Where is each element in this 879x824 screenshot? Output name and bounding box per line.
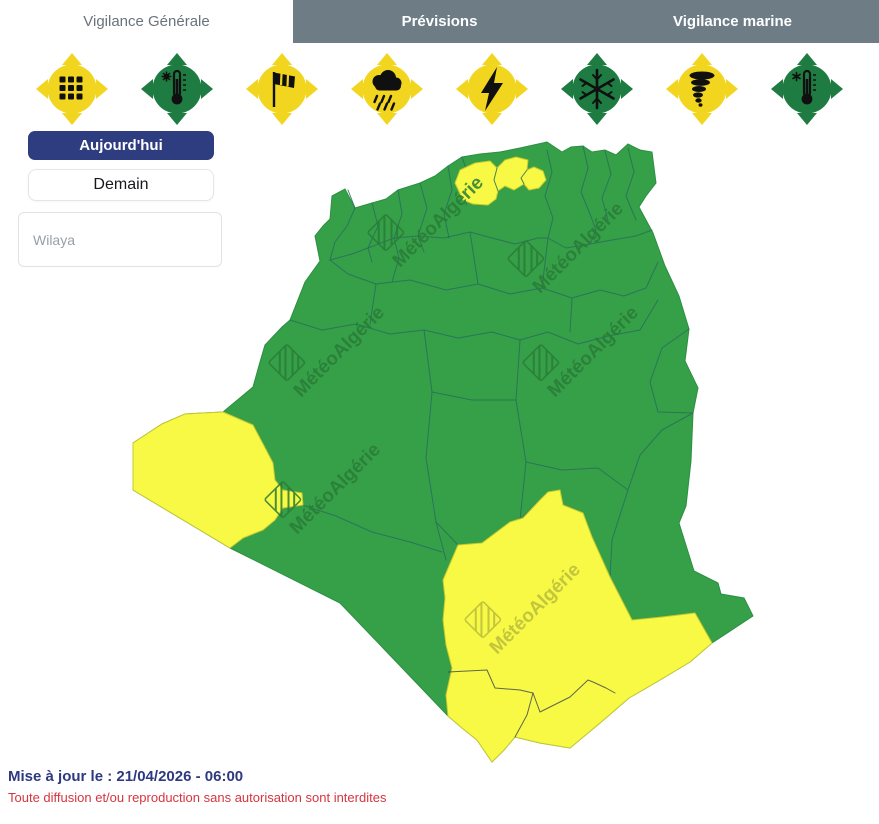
top-tab-bar: Vigilance Générale Prévisions Vigilance … (0, 0, 879, 43)
thermometer-sun-icon (141, 53, 213, 125)
vigilance-icon-snow-ice[interactable] (560, 52, 634, 126)
snowflake-icon (561, 53, 633, 125)
algeria-vigilance-map[interactable]: MétéoAlgérie MétéoAlgérie MétéoAlgérie M… (130, 140, 878, 788)
update-timestamp: Mise à jour le : 21/04/2026 - 06:00 (8, 768, 244, 785)
algeria-map-svg: MétéoAlgérie MétéoAlgérie MétéoAlgérie M… (132, 141, 754, 763)
vigilance-icon-thunderstorm[interactable] (455, 52, 529, 126)
tornado-icon (666, 53, 738, 125)
lightning-bolt-icon (456, 53, 528, 125)
rain-cloud-icon (351, 53, 423, 125)
tab-previsions[interactable]: Prévisions (293, 0, 586, 43)
copyright-notice: Toute diffusion et/ou reproduction sans … (8, 790, 387, 805)
windsock-icon (246, 53, 318, 125)
grid-icon (36, 53, 108, 125)
vigilance-icon-rain[interactable] (350, 52, 424, 126)
vigilance-icon-all-phenomena[interactable] (35, 52, 109, 126)
tomorrow-button[interactable]: Demain (28, 169, 214, 201)
alert-zone-north[interactable] (454, 156, 547, 206)
vigilance-icon-heat-wave[interactable] (140, 52, 214, 126)
vigilance-icon-sandstorm[interactable] (665, 52, 739, 126)
wilaya-input[interactable] (18, 212, 222, 267)
vigilance-icon-cold-wave[interactable] (770, 52, 844, 126)
thermometer-snowflake-icon (771, 53, 843, 125)
tab-vigilance-generale[interactable]: Vigilance Générale (0, 0, 293, 43)
today-button[interactable]: Aujourd'hui (28, 131, 214, 160)
alert-zone-southwest[interactable] (132, 411, 304, 549)
alert-zone-south[interactable] (442, 489, 713, 763)
vigilance-icon-wind[interactable] (245, 52, 319, 126)
tab-vigilance-marine[interactable]: Vigilance marine (586, 0, 879, 43)
